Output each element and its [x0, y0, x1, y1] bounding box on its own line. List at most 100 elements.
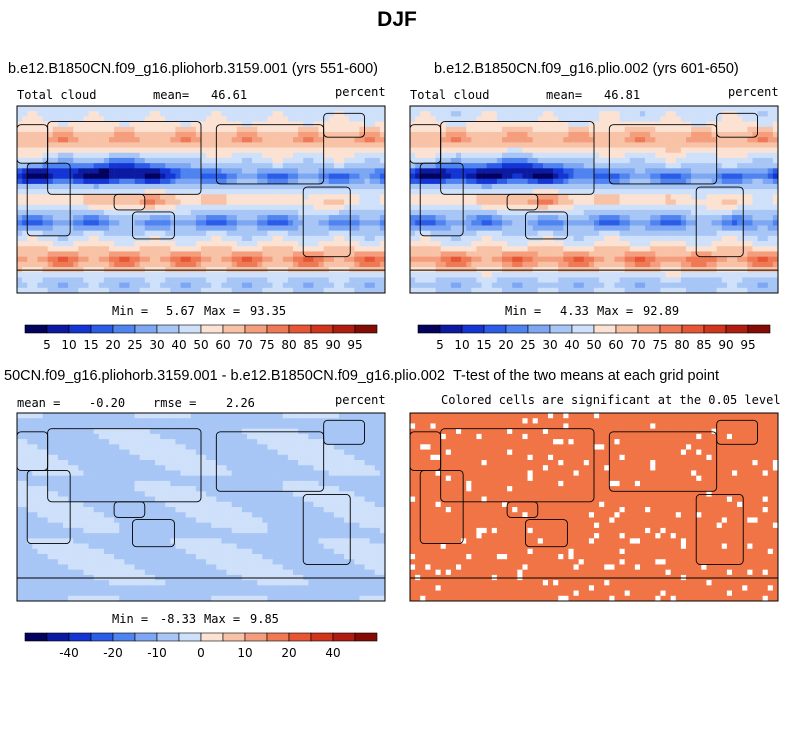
map-cell	[691, 230, 697, 237]
map-cell	[563, 126, 569, 133]
map-cell	[349, 277, 355, 283]
map-cell	[129, 142, 135, 148]
map-cell	[721, 209, 728, 216]
map-cell	[440, 272, 447, 278]
map-cell	[185, 220, 192, 226]
map-cell	[129, 277, 135, 283]
map-cell	[425, 137, 431, 143]
map-cell	[655, 230, 661, 237]
map-cell	[716, 106, 723, 112]
map-cell	[354, 111, 360, 117]
map-cell	[52, 261, 59, 268]
map-cell	[226, 157, 232, 164]
map-cell	[195, 220, 202, 226]
map-cell	[594, 256, 600, 263]
map-cell	[624, 106, 631, 112]
map-cell	[435, 142, 441, 148]
map-cell	[496, 126, 503, 133]
map-cell	[737, 126, 743, 133]
map-cell	[139, 173, 146, 180]
map-cell	[481, 178, 487, 185]
map-cell	[660, 241, 666, 247]
map-cell	[129, 168, 135, 174]
map-cell	[298, 173, 304, 180]
map-cell	[542, 204, 549, 211]
map-cell	[675, 178, 682, 185]
map-cell	[599, 168, 605, 174]
map-cell	[471, 251, 477, 257]
map-cell	[481, 137, 487, 143]
map-cell	[665, 215, 671, 221]
map-cell	[231, 142, 238, 148]
map-cell	[22, 147, 28, 154]
map-cell	[415, 220, 421, 226]
map-cell	[369, 287, 376, 293]
map-cell	[344, 173, 350, 180]
map-cell	[22, 246, 28, 252]
map-cell	[333, 287, 340, 293]
map-cell	[328, 235, 335, 242]
map-cell	[415, 251, 421, 257]
map-cell	[527, 142, 533, 148]
map-cell	[670, 241, 677, 247]
map-cell	[83, 282, 89, 289]
map-cell	[548, 204, 554, 211]
map-cell	[410, 272, 416, 278]
map-cell	[767, 137, 774, 143]
map-cell	[568, 111, 574, 117]
map-cell	[160, 287, 166, 293]
map-cell	[558, 152, 564, 159]
map-cell	[374, 256, 381, 263]
map-cell	[344, 121, 350, 128]
map-cell	[609, 157, 615, 164]
map-cell	[73, 199, 79, 205]
map-cell	[655, 183, 661, 190]
map-cell	[369, 246, 376, 252]
map-cell	[303, 163, 309, 169]
map-cell	[185, 282, 192, 289]
map-cell	[139, 287, 146, 293]
map-cell	[481, 157, 487, 164]
map-cell	[88, 111, 94, 117]
map-cell	[645, 116, 651, 122]
map-cell	[364, 111, 370, 117]
map-cell	[27, 147, 33, 154]
map-cell	[149, 209, 156, 216]
map-cell	[221, 111, 227, 117]
map-cell	[522, 194, 528, 200]
map-cell	[241, 183, 248, 190]
map-cell	[262, 126, 268, 133]
map-cell	[149, 199, 156, 205]
map-cell	[420, 111, 426, 117]
map-cell	[410, 116, 416, 122]
map-cell	[328, 178, 335, 185]
map-cell	[344, 157, 350, 164]
map-cell	[98, 116, 105, 122]
map-cell	[696, 230, 702, 237]
map-cell	[211, 199, 217, 205]
map-cell	[742, 157, 748, 164]
map-cell	[359, 220, 365, 226]
map-cell	[614, 126, 620, 133]
map-cell	[420, 225, 426, 231]
map-cell	[272, 116, 278, 122]
map-cell	[201, 168, 207, 174]
map-cell	[466, 246, 472, 252]
map-cell	[57, 142, 64, 148]
map-cell	[594, 116, 600, 122]
map-cell	[195, 199, 202, 205]
map-cell	[650, 225, 656, 231]
map-cell	[548, 256, 554, 263]
map-cell	[78, 209, 84, 216]
map-cell	[502, 215, 508, 221]
map-cell	[241, 204, 248, 211]
map-cell	[609, 142, 615, 148]
map-cell	[670, 230, 677, 237]
map-cell	[57, 194, 64, 200]
map-cell	[37, 116, 43, 122]
map-cell	[379, 147, 385, 154]
map-cell	[190, 173, 197, 180]
map-cell	[471, 204, 477, 211]
map-cell	[706, 131, 712, 138]
map-cell	[109, 235, 115, 242]
